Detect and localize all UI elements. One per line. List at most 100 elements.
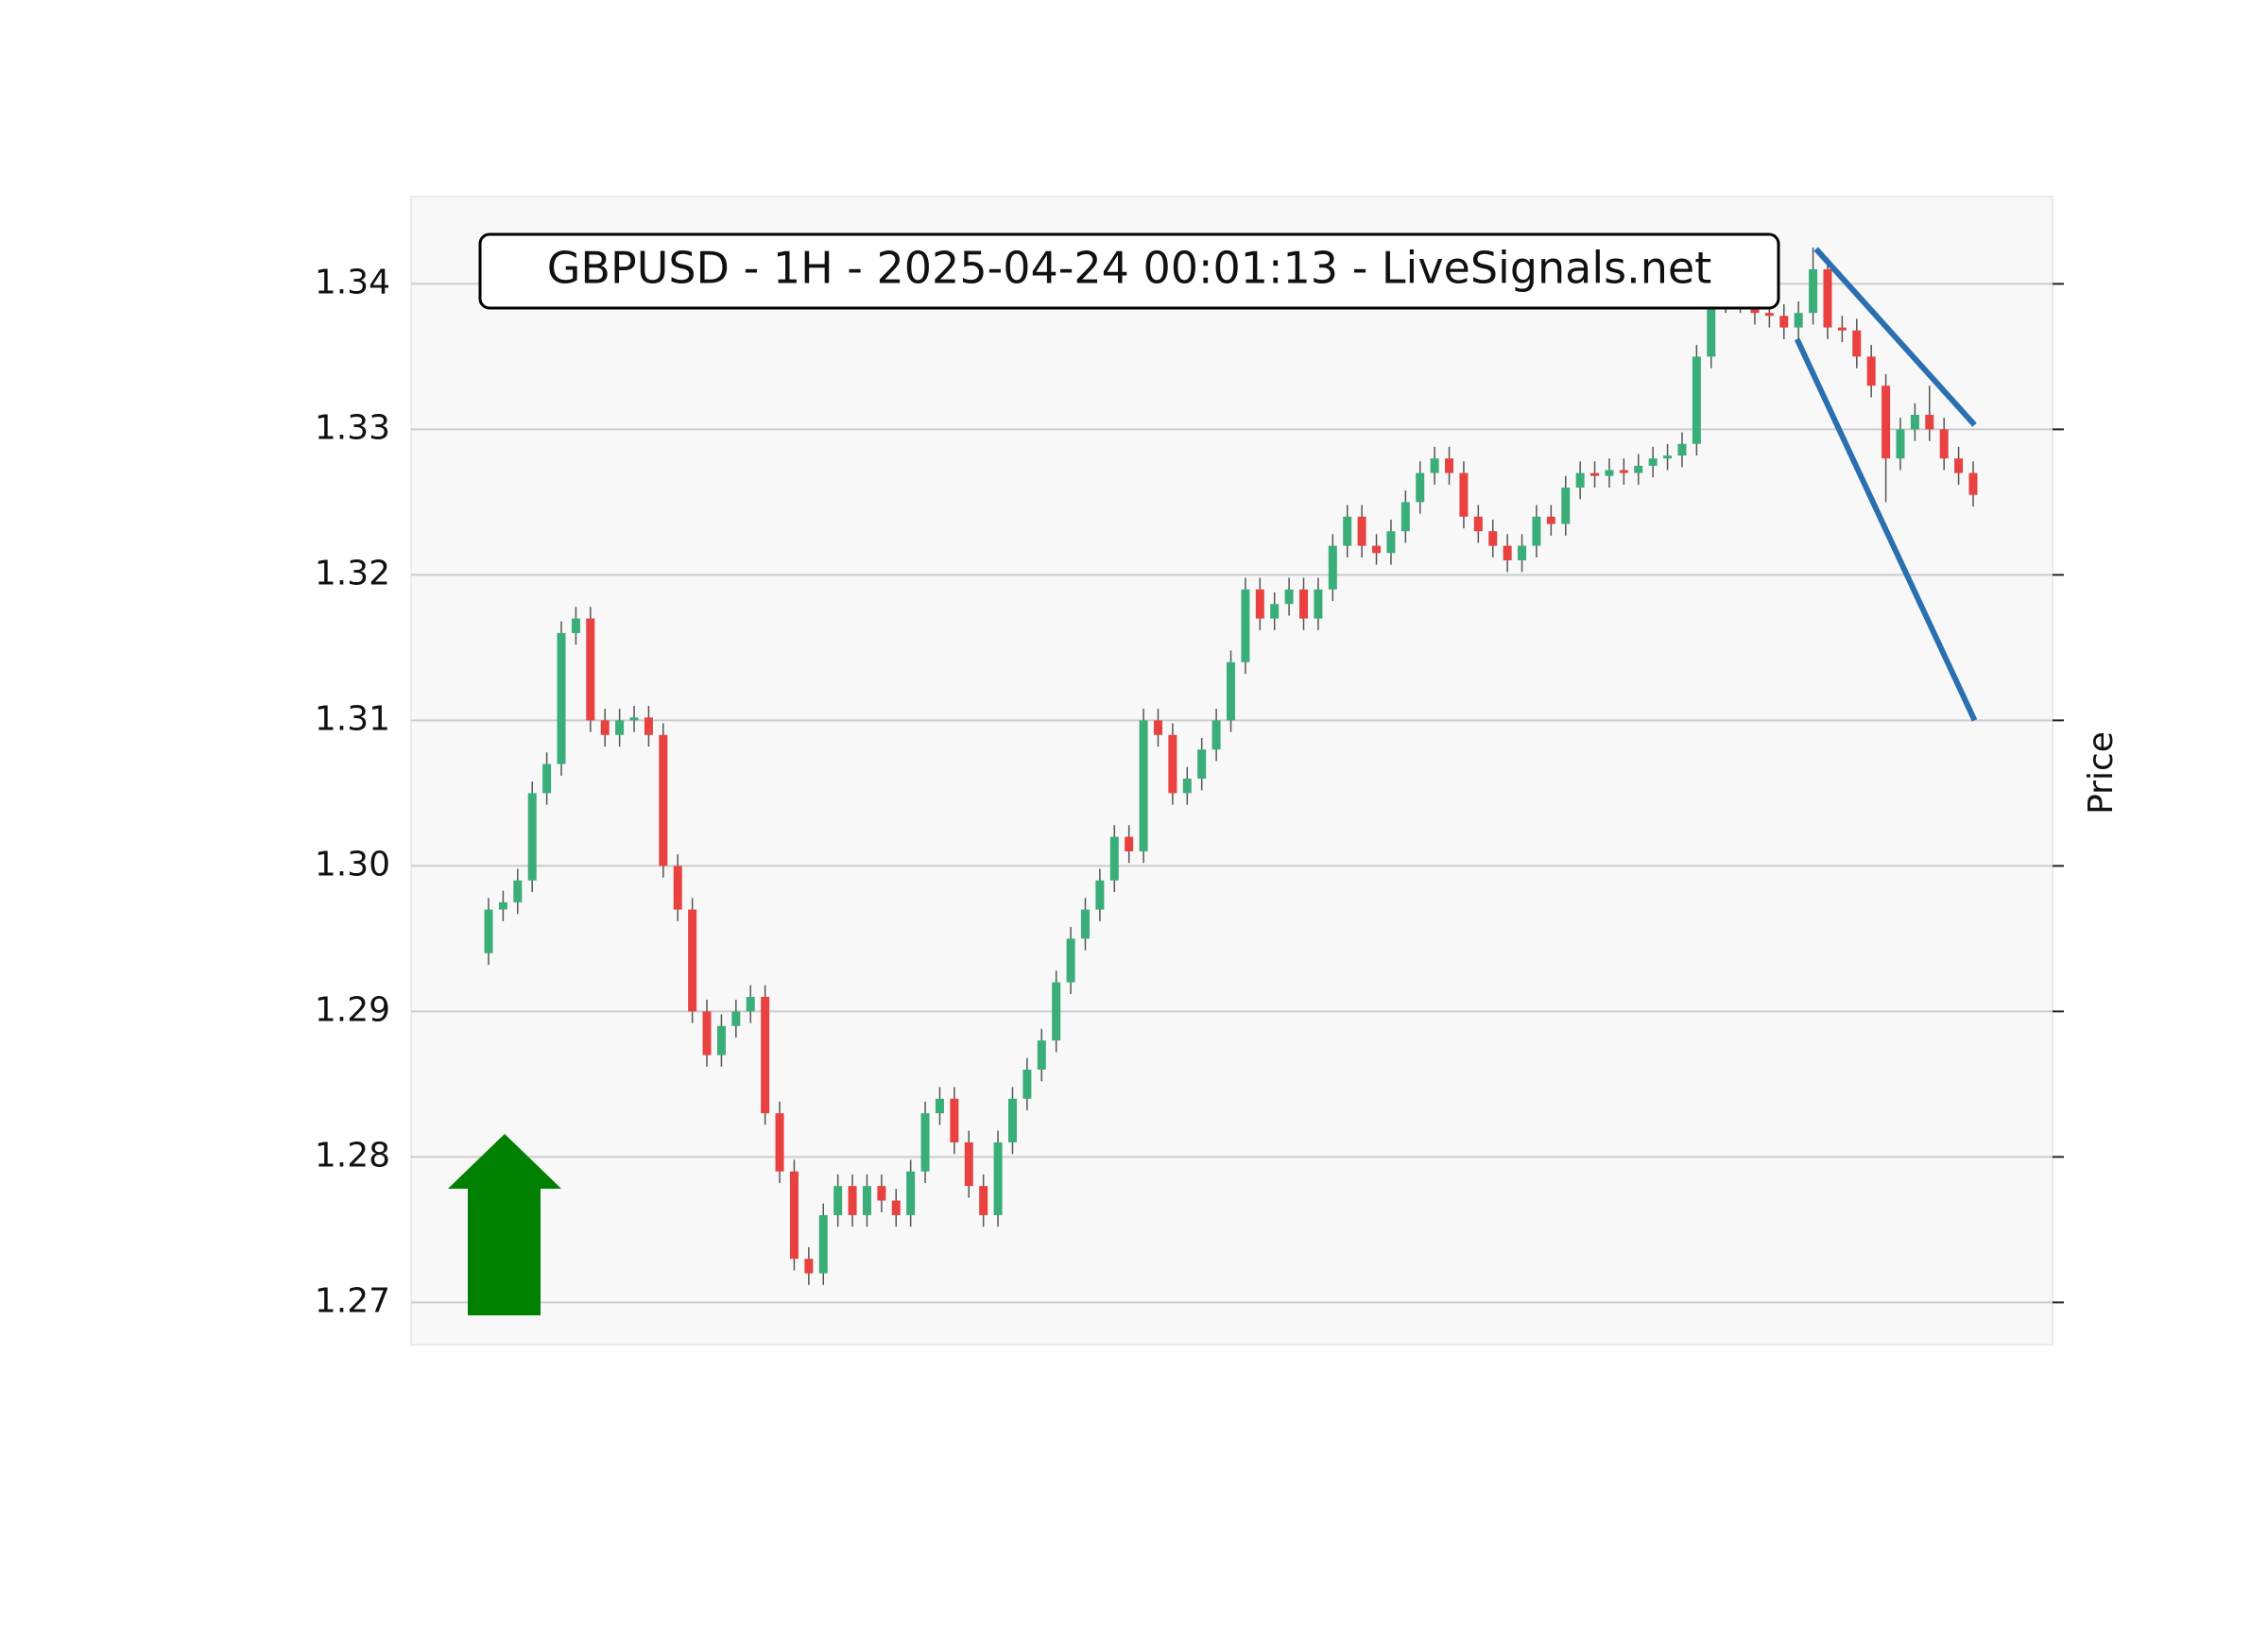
candle-body (1764, 313, 1774, 317)
candle-body (1648, 458, 1658, 466)
candle-body (804, 1259, 814, 1274)
candle-body (1328, 545, 1337, 590)
candle-body (1488, 531, 1498, 546)
candle-body (1663, 455, 1673, 459)
candle-body (1823, 268, 1832, 328)
candle-body (862, 1186, 871, 1215)
candle-body (920, 1113, 930, 1172)
candle-body (1459, 472, 1469, 517)
candle-body (1881, 386, 1891, 459)
candle-body (615, 720, 625, 735)
candle-body (1503, 545, 1512, 560)
candle-body (1211, 720, 1221, 750)
candle-body (1692, 356, 1701, 444)
title-box (478, 232, 1780, 310)
candle-body (542, 764, 552, 794)
candle-body (761, 996, 770, 1114)
candle-body (1270, 604, 1280, 619)
candle-body (1605, 470, 1614, 476)
candle-body (1125, 836, 1134, 851)
candle-body (1968, 472, 1978, 495)
candle-body (789, 1171, 799, 1260)
candle-body (1095, 880, 1105, 910)
chart-title: GBPUSD - 1H - 2025-04-24 00:01:13 - Live… (547, 243, 1711, 294)
candle-body (1954, 458, 1964, 473)
candle-body (1241, 589, 1250, 662)
candle-body (659, 734, 668, 866)
y-tick-label: 1.31 (315, 699, 390, 738)
candle-body (1925, 414, 1934, 430)
y-tick-label: 1.34 (315, 263, 390, 301)
candle-body (1372, 545, 1382, 554)
candle-body (1896, 429, 1905, 459)
candle-body (950, 1098, 959, 1142)
candle-body (484, 909, 493, 953)
candle-body (1634, 465, 1643, 473)
candle-body (1139, 720, 1148, 851)
candle-body (1022, 1069, 1032, 1099)
candle-body (1416, 472, 1425, 503)
candle-body (818, 1214, 828, 1274)
candle-body (702, 1011, 712, 1055)
candle-body (1779, 316, 1789, 328)
candle-body (1561, 487, 1571, 524)
candle-body (688, 909, 697, 1012)
candle-body (1284, 589, 1294, 605)
candle-body (848, 1186, 857, 1215)
candle-body (1910, 414, 1919, 430)
y-tick-label: 1.32 (315, 554, 390, 592)
candle-body (1227, 661, 1235, 721)
y-tick-label: 1.28 (315, 1136, 390, 1175)
candle-body (877, 1186, 886, 1201)
candle-body (571, 618, 580, 633)
candle-body (1386, 531, 1396, 554)
candle-body (513, 880, 523, 902)
candle-body (1619, 470, 1628, 473)
candle-body (906, 1171, 916, 1215)
candle-body (1007, 1098, 1017, 1142)
candle-body (1837, 327, 1847, 331)
candle-body (1590, 472, 1600, 476)
candle-body (1255, 589, 1264, 619)
candle-body (964, 1141, 973, 1187)
y-tick-label: 1.29 (315, 990, 390, 1029)
y-tick-label: 1.33 (315, 408, 390, 447)
candle-body (1546, 516, 1555, 524)
candle-body (1518, 545, 1527, 560)
candle-body (731, 1011, 741, 1026)
candle-body (1168, 734, 1177, 794)
candle-body (1066, 938, 1075, 983)
candle-body (644, 717, 653, 735)
candle-body (1575, 472, 1585, 488)
candle-body (1430, 458, 1439, 473)
candle-body (1153, 720, 1162, 735)
candle-body (1866, 356, 1876, 386)
candle-body (1677, 443, 1687, 456)
candle-body (891, 1200, 901, 1215)
candle-body (600, 720, 610, 735)
candle-body (1343, 516, 1352, 546)
candle-body (527, 793, 537, 881)
candle-body (586, 618, 595, 721)
candle-body (1314, 589, 1323, 619)
trend-line (1794, 337, 1978, 722)
candle-body (1080, 909, 1090, 939)
candle-body (629, 717, 639, 721)
candle-body (1532, 516, 1541, 546)
candle-body (1037, 1040, 1046, 1070)
candle-body (1299, 589, 1309, 619)
candle-body (1357, 516, 1366, 546)
candle-body (1109, 836, 1119, 881)
candle-body (716, 1025, 726, 1055)
candle-body (993, 1141, 1003, 1215)
layer: 1.27 1.28 1.29 1.30 1.31 1.32 1.33 1.34 (315, 247, 2064, 1320)
candle-body (1707, 298, 1716, 357)
candle-body (1400, 502, 1410, 532)
y-axis-label: Price (2082, 731, 2121, 815)
candle-body (498, 901, 507, 910)
candle-body (979, 1186, 988, 1215)
candle-body (1939, 429, 1949, 459)
candle-body (1445, 458, 1454, 473)
candle-body (1197, 749, 1207, 779)
